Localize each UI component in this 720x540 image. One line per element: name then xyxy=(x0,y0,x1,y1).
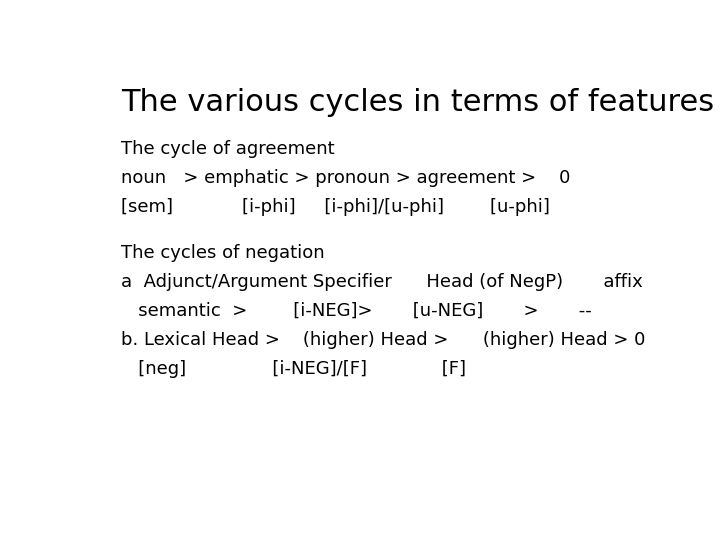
Text: noun   > emphatic > pronoun > agreement >    0: noun > emphatic > pronoun > agreement > … xyxy=(121,168,570,187)
Text: [sem]            [i-phi]     [i-phi]/[u-phi]        [u-phi]: [sem] [i-phi] [i-phi]/[u-phi] [u-phi] xyxy=(121,198,549,216)
Text: The cycles of negation: The cycles of negation xyxy=(121,244,324,261)
Text: b. Lexical Head >    (higher) Head >      (higher) Head > 0: b. Lexical Head > (higher) Head > (highe… xyxy=(121,331,645,349)
Text: The cycle of agreement: The cycle of agreement xyxy=(121,140,334,158)
Text: The various cycles in terms of features: The various cycles in terms of features xyxy=(121,87,714,117)
Text: [neg]               [i-NEG]/[F]             [F]: [neg] [i-NEG]/[F] [F] xyxy=(121,360,466,378)
Text: a  Adjunct/Argument Specifier      Head (of NegP)       affix: a Adjunct/Argument Specifier Head (of Ne… xyxy=(121,273,642,291)
Text: semantic  >        [i-NEG]>       [u-NEG]       >       --: semantic > [i-NEG]> [u-NEG] > -- xyxy=(121,302,591,320)
